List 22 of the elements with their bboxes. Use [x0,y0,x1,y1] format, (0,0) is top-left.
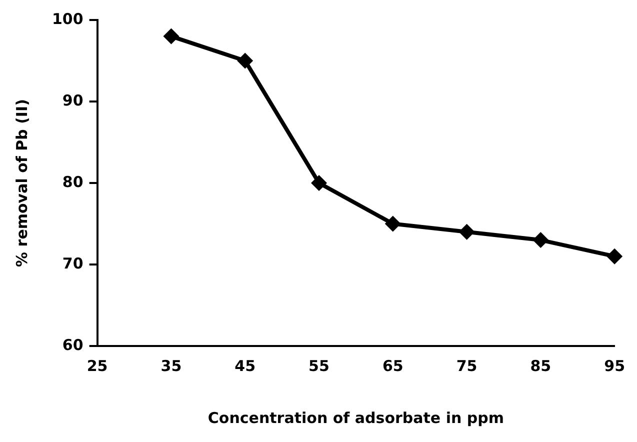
x-tick-label: 35 [160,356,182,375]
point [163,28,180,44]
point [606,248,623,264]
point [310,175,327,191]
point [458,224,475,240]
x-tick-label: 75 [456,356,478,375]
y-tick-label: 70 [62,254,84,272]
x-axis-title: Concentration of adsorbate in ppm [208,408,504,427]
x-tick-label: 45 [234,356,256,375]
x-tick-label: 55 [308,356,330,375]
point [384,216,401,232]
x-tick-label: 25 [86,356,108,375]
point [237,52,254,69]
x-tick-label: 85 [530,356,552,375]
x-tick-label: 95 [604,356,625,375]
y-tick-label: 60 [62,336,84,354]
y-tick-label: 80 [62,172,84,191]
point [532,232,549,248]
y-tick-label: 100 [52,10,84,28]
x-tick-label: 65 [382,356,404,375]
y-tick-label: 90 [62,91,84,110]
y-axis-title: % removal of Pb (II) [12,99,31,267]
